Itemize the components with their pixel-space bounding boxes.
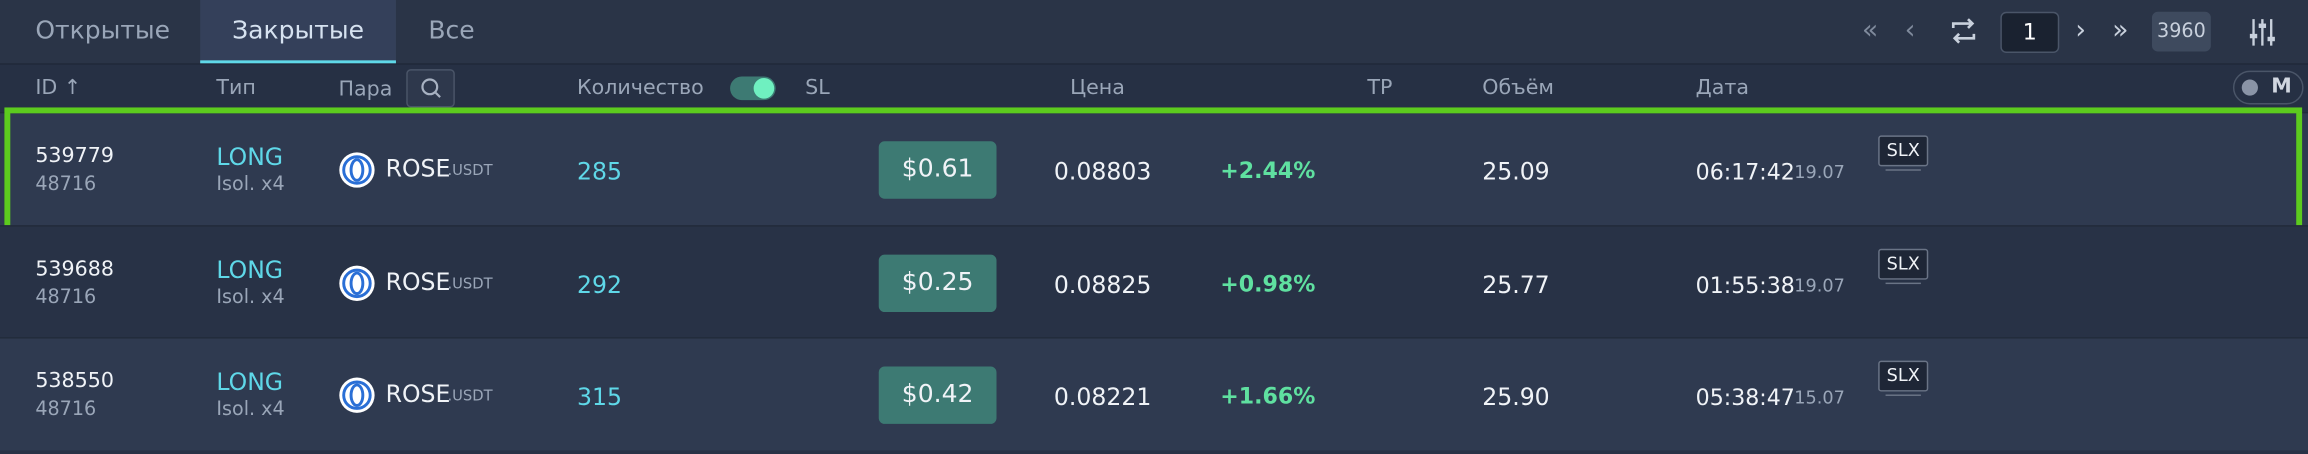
volume: 25.90 — [1482, 382, 1550, 411]
margin: Isol. x4 — [216, 173, 285, 196]
sl-button[interactable]: $0.42 — [878, 366, 997, 424]
pair-quote: .USDT — [447, 163, 493, 180]
pair-quote: .USDT — [447, 275, 493, 293]
total-count: 3960 — [2151, 11, 2211, 52]
price: 0.08825 — [1053, 270, 1152, 299]
date: 19.07 — [1794, 274, 1845, 296]
position-id: 539688 — [35, 256, 115, 281]
table-row[interactable]: 539779 48716 LONG Isol. x4 ROSE .USDT 285 $0.61… — [0, 107, 2308, 235]
pair-base: ROSE — [385, 379, 451, 408]
quantity: 285 — [577, 157, 622, 186]
col-header: Пара — [338, 78, 393, 102]
exchange-badge: SLX — [1878, 360, 1929, 392]
page-input[interactable]: 1 — [2000, 11, 2060, 53]
volume: 25.09 — [1482, 157, 1550, 186]
pair-base: ROSE — [385, 154, 451, 183]
settings-icon[interactable] — [2248, 16, 2277, 48]
date: 15.07 — [1794, 387, 1845, 408]
exchange-badge: SLX — [1878, 248, 1929, 279]
coin-icon — [339, 152, 375, 188]
tab[interactable]: Все — [428, 16, 475, 46]
col-header: SL — [805, 76, 830, 101]
toggle[interactable] — [730, 76, 776, 101]
change: +0.98% — [1220, 270, 1316, 297]
coin-icon — [339, 377, 375, 413]
sub-id: 48716 — [35, 286, 97, 309]
quantity: 315 — [577, 382, 622, 411]
volume: 25.77 — [1482, 270, 1550, 299]
col-header: Количество — [577, 76, 704, 101]
sl-button[interactable]: $0.61 — [878, 141, 997, 199]
badge-stand — [1885, 169, 1921, 171]
pair-base: ROSE — [385, 267, 451, 296]
col-header[interactable]: ID ↑ — [35, 76, 82, 101]
badge-stand — [1885, 281, 1921, 284]
change: +1.66% — [1220, 382, 1316, 410]
table-row[interactable]: 538550 48716 LONG Isol. x4 ROSE .USDT 315 $0.42… — [0, 337, 2308, 451]
date: 19.07 — [1794, 161, 1845, 183]
col-header: Объём — [1482, 76, 1554, 101]
col-header: Цена — [1070, 76, 1125, 101]
quantity: 292 — [577, 270, 622, 299]
price: 0.08221 — [1053, 382, 1152, 411]
exchange-badge: SLX — [1878, 135, 1929, 167]
col-header: TP — [1367, 76, 1393, 101]
price: 0.08803 — [1053, 157, 1152, 186]
mode-toggle[interactable]: M — [2232, 70, 2304, 105]
col-header: Дата — [1695, 76, 1750, 101]
mode-knob — [2241, 79, 2258, 96]
next-page[interactable]: › — [2075, 14, 2087, 46]
side: LONG — [216, 255, 284, 284]
table-row[interactable]: 539688 48716 LONG Isol. x4 ROSE .USDT 292 $0.25… — [0, 224, 2308, 338]
position-id: 539779 — [35, 144, 115, 168]
mode-label: M — [2271, 75, 2292, 99]
change: +2.44% — [1220, 157, 1316, 184]
search-icon — [421, 78, 441, 98]
position-id: 538550 — [35, 369, 115, 394]
col-header: Тип — [216, 76, 256, 101]
side: LONG — [216, 367, 284, 396]
margin: Isol. x4 — [216, 286, 285, 309]
search-button[interactable] — [406, 69, 455, 108]
header-row — [0, 64, 2308, 112]
sub-id: 48716 — [35, 173, 97, 196]
prev-page[interactable]: ‹ — [1904, 14, 1916, 46]
badge-stand — [1885, 394, 1921, 396]
first-page[interactable]: « — [1862, 14, 1879, 46]
time: 05:38:47 — [1695, 384, 1795, 411]
refresh-icon[interactable] — [1947, 16, 1979, 45]
tab[interactable]: Открытые — [35, 16, 171, 46]
coin-icon — [339, 264, 375, 301]
sl-button[interactable]: $0.25 — [878, 253, 997, 312]
last-page[interactable]: » — [2112, 14, 2129, 46]
toggle-knob — [753, 78, 775, 99]
time: 01:55:38 — [1695, 271, 1795, 299]
time: 06:17:42 — [1695, 158, 1795, 186]
margin: Isol. x4 — [216, 398, 285, 421]
side: LONG — [216, 142, 284, 171]
pair-quote: .USDT — [447, 388, 493, 405]
sub-id: 48716 — [35, 398, 97, 421]
tab-active[interactable]: Закрытые — [200, 0, 396, 64]
